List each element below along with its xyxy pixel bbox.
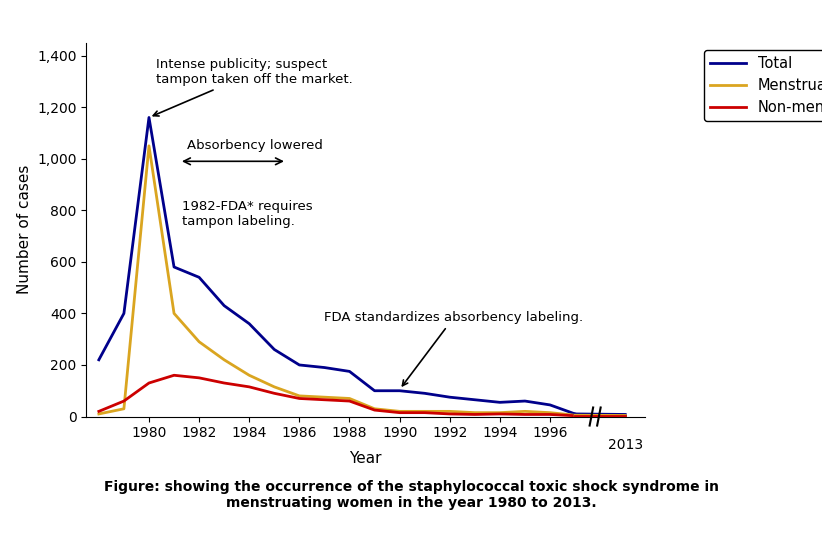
Legend: Total, Menstrual, Non-menstrual: Total, Menstrual, Non-menstrual (704, 50, 822, 121)
Text: Absorbency lowered: Absorbency lowered (187, 139, 322, 152)
Text: FDA standardizes absorbency labeling.: FDA standardizes absorbency labeling. (325, 311, 584, 386)
Text: 1982-FDA* requires
tampon labeling.: 1982-FDA* requires tampon labeling. (182, 200, 312, 228)
X-axis label: Year: Year (349, 451, 382, 466)
Text: Intense publicity; suspect
tampon taken off the market.: Intense publicity; suspect tampon taken … (153, 58, 353, 116)
Y-axis label: Number of cases: Number of cases (16, 165, 31, 294)
Text: Figure: showing the occurrence of the staphylococcal toxic shock syndrome in
men: Figure: showing the occurrence of the st… (104, 480, 718, 510)
Text: 2013: 2013 (607, 438, 643, 452)
